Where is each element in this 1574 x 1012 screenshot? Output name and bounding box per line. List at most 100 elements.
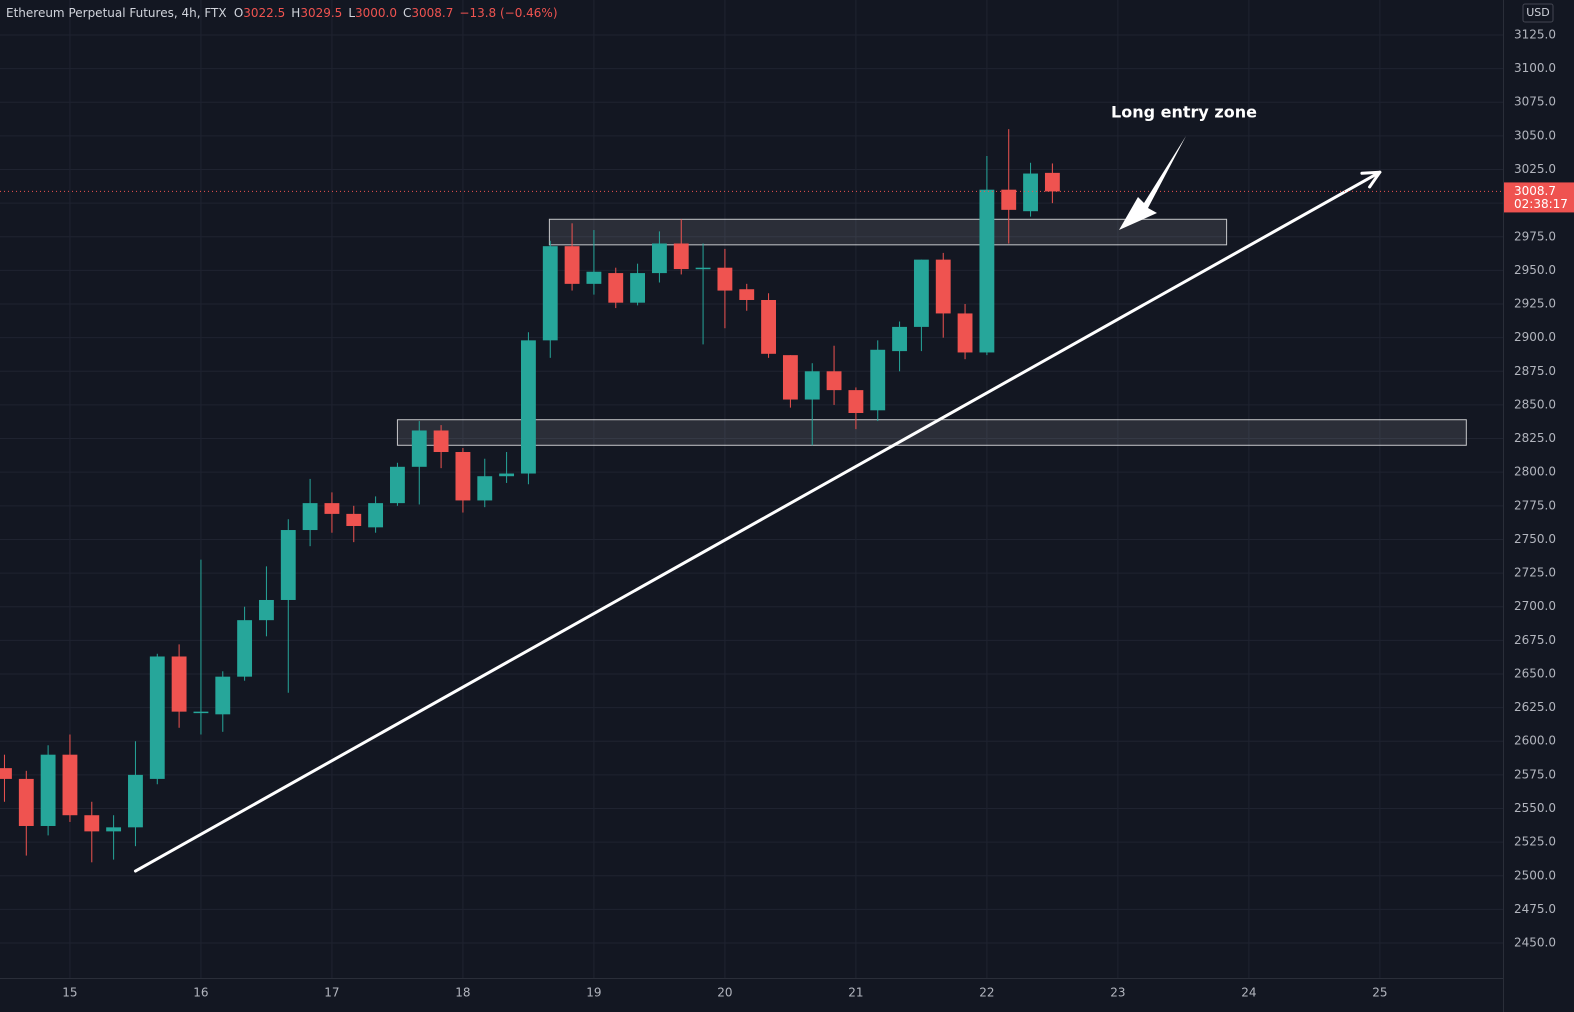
ohlc-key: L [348,6,355,20]
candle-body [630,273,646,303]
x-tick-label: 21 [848,986,863,1000]
y-tick-label: 2550.0 [1514,801,1556,815]
candle-body [193,711,209,714]
y-tick-label: 2775.0 [1514,498,1556,512]
candle-body [259,599,274,621]
x-tick-label: 19 [586,986,601,1000]
y-tick-label: 2675.0 [1514,633,1556,647]
y-tick-label: 2575.0 [1514,767,1556,781]
candle-body [171,656,187,712]
y-tick-label: 2925.0 [1514,297,1556,311]
candle-body [957,313,973,353]
candle-body [608,273,624,303]
candle-body [84,815,100,832]
axes: 2450.0 2475.0 2500.0 2525.0 2550.0 2575.0 2600… [62,27,1574,1000]
candle-body [979,189,995,353]
candle-body [280,530,296,600]
candle-body [1001,189,1017,210]
candle-body [499,473,515,477]
trendline [133,170,1382,873]
y-tick-label: 2950.0 [1514,263,1556,277]
chart-title: Ethereum Perpetual Futures, 4h, FTX O3022… [6,6,558,20]
candle-body [368,503,384,528]
zone [548,218,1228,246]
symbol: Ethereum Perpetual Futures, 4h, FTX [6,6,226,20]
y-tick-label: 2500.0 [1514,868,1556,882]
annotation-arrow [1119,136,1186,230]
y-tick-label: 2900.0 [1514,330,1556,344]
x-tick-label: 15 [62,986,77,1000]
plot [0,129,1503,873]
y-tick-label: 2825.0 [1514,431,1556,445]
trendline-arrowhead [1360,170,1382,189]
y-tick-label: 3025.0 [1514,162,1556,176]
candle-body [149,656,165,779]
y-tick-label: 3075.0 [1514,95,1556,109]
y-tick-label: 2600.0 [1514,734,1556,748]
currency-box [1522,3,1554,23]
candle-body [826,371,842,391]
candle-body [128,774,143,828]
ohlc-key: H [291,6,300,20]
y-tick-label: 3050.0 [1514,128,1556,142]
candle-body [62,754,78,816]
candle-body [40,754,56,826]
y-tick-label: 2650.0 [1514,666,1556,680]
candle-body [564,246,580,284]
x-tick-label: 18 [455,986,470,1000]
y-tick-label: 2625.0 [1514,700,1556,714]
y-tick-label: 2725.0 [1514,566,1556,580]
x-tick-label: 25 [1372,986,1387,1000]
y-tick-label: 2450.0 [1514,936,1556,950]
candle-body [455,452,471,501]
candle-body [892,326,907,352]
y-tick-label: 3125.0 [1514,27,1556,41]
candle-body [215,676,231,715]
candle-body [324,503,340,514]
candle-body [18,778,34,826]
candle-body [1044,172,1060,192]
candle-body [848,390,864,413]
currency: USD [1526,6,1550,19]
candle-body [695,267,711,270]
candle-body [477,476,493,501]
x-tick-label: 20 [717,986,732,1000]
candle-body [302,503,318,531]
y-tick-label: 2800.0 [1514,465,1556,479]
candle-body [520,340,536,474]
candle-body [433,430,449,453]
x-tick-label: 16 [193,986,208,1000]
ohlc-value: 3029.5 [300,6,342,20]
ohlc-key: O [234,6,243,20]
y-tick-label: 2700.0 [1514,599,1556,613]
candle-body [1023,173,1038,212]
candle-body [542,246,558,341]
y-tick-label: 2475.0 [1514,902,1556,916]
candle-body [870,349,886,411]
candle-body [411,430,427,467]
candle-body [390,466,405,504]
countdown: 02:38:17 [1514,197,1568,211]
candle-body [717,267,733,291]
candle-body [346,513,362,526]
candle-body [782,355,798,400]
last-price-box [1504,182,1574,213]
ohlc-value: 3008.7 [411,6,453,20]
candle-body [935,259,951,314]
candle-body [586,271,602,284]
y-tick-label: 3100.0 [1514,61,1556,75]
candle-body [237,620,253,677]
y-tick-label: 2750.0 [1514,532,1556,546]
ohlc-change: −13.8 (−0.46%) [459,6,557,20]
ohlc-key: C [403,6,411,20]
candle-body [761,299,776,354]
annotation: Long entry zone [1111,103,1257,122]
x-tick-label: 24 [1241,986,1256,1000]
candle-body [106,827,122,832]
ohlc-value: 3022.5 [243,6,285,20]
ohlc-value: 3000.0 [355,6,397,20]
y-tick-label: 2975.0 [1514,229,1556,243]
x-tick-label: 17 [324,986,339,1000]
last-price-label: 3008.7 [1514,184,1556,198]
